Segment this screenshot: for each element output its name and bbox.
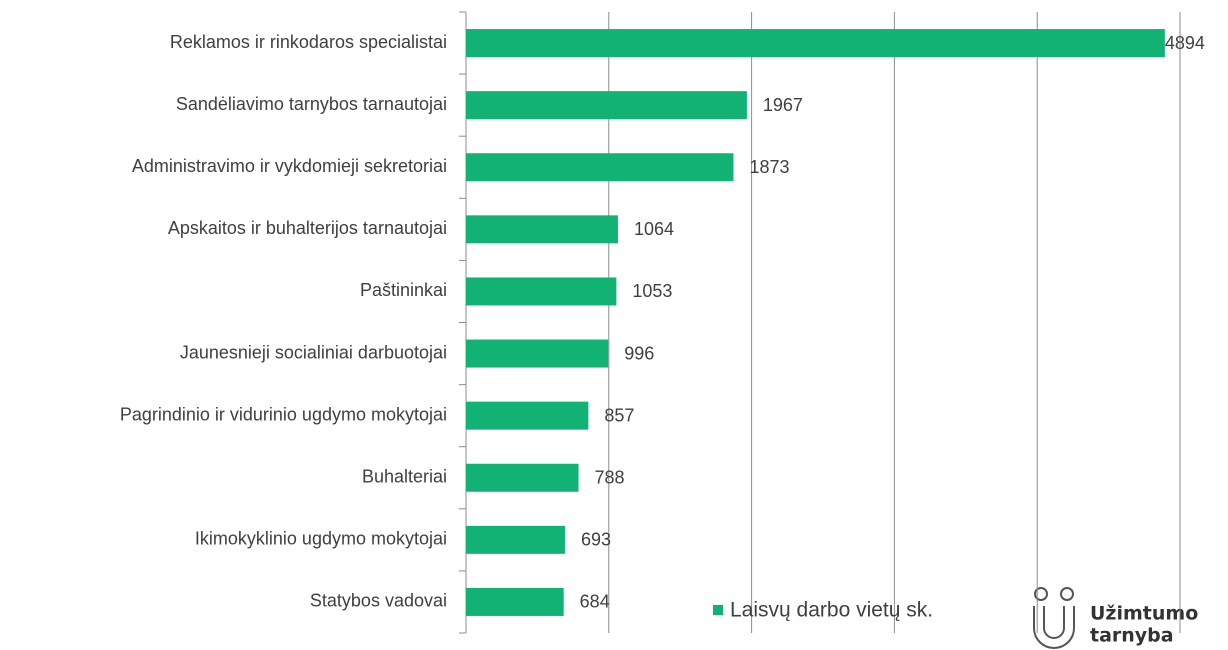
bar [466,463,579,492]
logo [1033,587,1075,649]
bar [466,401,589,430]
y-tick-label: Apskaitos ir buhalterijos tarnautojai [168,218,447,238]
y-tick-label: Jaunesnieji socialiniai darbuotojai [180,342,447,362]
value-label: 1967 [763,95,803,115]
bar [466,29,1165,58]
bar [466,153,734,182]
y-tick-label: Pagrindinio ir vidurinio ugdymo mokytoja… [120,404,447,424]
value-label: 4894 [1165,33,1205,53]
value-label: 684 [580,592,610,612]
y-tick-label: Administravimo ir vykdomieji sekretoriai [132,156,447,176]
bar [466,277,617,306]
legend-swatch [713,605,723,615]
value-label: 1053 [632,281,672,301]
bar [466,525,565,554]
y-tick-label: Statybos vadovai [310,591,447,611]
legend-label: Laisvų darbo vietų sk. [730,599,933,622]
y-tick-label: Ikimokyklinio ugdymo mokytojai [195,529,447,549]
bar [466,91,747,120]
y-tick-label: Paštininkai [360,280,447,300]
logo-text: tarnyba [1090,625,1174,647]
bar [466,587,564,616]
logo-text: Užimtumo [1090,603,1198,625]
value-label: 693 [581,530,611,550]
value-label: 996 [624,343,654,363]
value-label: 1873 [749,157,789,177]
value-label: 788 [595,468,625,488]
y-tick-label: Reklamos ir rinkodaros specialistai [170,32,447,52]
value-label: 857 [604,405,634,425]
bar [466,215,618,244]
value-label: 1064 [634,219,674,239]
y-tick-label: Sandėliavimo tarnybos tarnautojai [176,94,447,114]
bar [466,339,609,368]
y-tick-label: Buhalteriai [362,467,447,487]
